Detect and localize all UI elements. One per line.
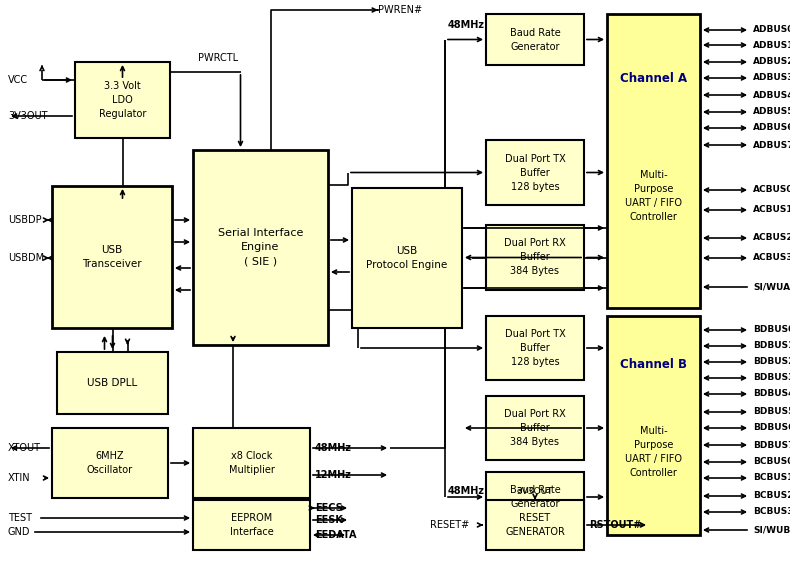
Text: ADBUS6: ADBUS6 <box>753 124 790 133</box>
Bar <box>486 225 584 290</box>
Text: XTOUT: XTOUT <box>8 443 41 453</box>
Text: BDBUS2: BDBUS2 <box>753 358 790 367</box>
Text: 6MHZ
Oscillator: 6MHZ Oscillator <box>87 451 133 475</box>
Text: PWREN#: PWREN# <box>378 5 422 15</box>
Bar <box>486 472 584 522</box>
Text: USB
Protocol Engine: USB Protocol Engine <box>367 246 448 270</box>
Text: EECS: EECS <box>315 503 343 513</box>
Bar <box>486 316 584 380</box>
Text: Multi-
Purpose
UART / FIFO
Controller: Multi- Purpose UART / FIFO Controller <box>625 426 682 478</box>
Bar <box>57 352 168 414</box>
Text: Channel B: Channel B <box>620 358 687 371</box>
Bar <box>352 188 462 328</box>
Bar <box>486 140 584 205</box>
Text: Serial Interface
Engine
( SIE ): Serial Interface Engine ( SIE ) <box>218 228 303 267</box>
Text: ACBUS0: ACBUS0 <box>753 185 790 194</box>
Text: SI/WUB: SI/WUB <box>753 526 790 534</box>
Text: Baud Rate
Generator: Baud Rate Generator <box>510 27 560 51</box>
Text: ADBUS0: ADBUS0 <box>753 26 790 34</box>
Text: Dual Port RX
Buffer
384 Bytes: Dual Port RX Buffer 384 Bytes <box>504 409 566 447</box>
Text: EESK: EESK <box>315 515 343 525</box>
Bar <box>486 14 584 65</box>
Text: BCBUS3: BCBUS3 <box>753 507 790 517</box>
Text: 48MHz: 48MHz <box>315 443 352 453</box>
Text: ADBUS2: ADBUS2 <box>753 58 790 66</box>
Text: EEDATA: EEDATA <box>315 530 356 540</box>
Text: 3.3 Volt
LDO
Regulator: 3.3 Volt LDO Regulator <box>99 81 146 119</box>
Bar <box>607 14 700 308</box>
Bar <box>486 396 584 460</box>
Text: 3V3OUT: 3V3OUT <box>8 111 47 121</box>
Bar <box>193 500 310 550</box>
Text: 48MHz: 48MHz <box>448 19 485 30</box>
Text: BDBUS6: BDBUS6 <box>753 423 790 432</box>
Bar <box>52 186 172 328</box>
Text: PWRCTL: PWRCTL <box>198 53 238 63</box>
Bar <box>193 428 310 498</box>
Text: USB DPLL: USB DPLL <box>88 378 137 388</box>
Text: 12MHz: 12MHz <box>315 470 352 480</box>
Text: ADBUS7: ADBUS7 <box>753 141 790 149</box>
Text: RESET#: RESET# <box>430 520 469 530</box>
Bar <box>607 316 700 535</box>
Text: BDBUS1: BDBUS1 <box>753 341 790 351</box>
Bar <box>52 428 168 498</box>
Text: RSTOUT#: RSTOUT# <box>589 520 641 530</box>
Text: ADBUS4: ADBUS4 <box>753 90 790 100</box>
Bar <box>193 150 328 345</box>
Bar <box>486 500 584 550</box>
Text: ACBUS2: ACBUS2 <box>753 233 790 243</box>
Text: Multi-
Purpose
UART / FIFO
Controller: Multi- Purpose UART / FIFO Controller <box>625 170 682 223</box>
Text: BCBUS1: BCBUS1 <box>753 474 790 483</box>
Text: Channel A: Channel A <box>620 72 687 85</box>
Text: BCBUS0: BCBUS0 <box>753 458 790 467</box>
Text: USBDM: USBDM <box>8 253 44 263</box>
Text: USBDP: USBDP <box>8 215 42 225</box>
Text: Dual Port TX
Buffer
128 bytes: Dual Port TX Buffer 128 bytes <box>505 153 566 192</box>
Text: BDBUS3: BDBUS3 <box>753 374 790 383</box>
Text: ADBUS1: ADBUS1 <box>753 41 790 50</box>
Text: 48MHz: 48MHz <box>448 486 485 496</box>
Text: XTIN: XTIN <box>8 473 31 483</box>
Text: ADBUS3: ADBUS3 <box>753 73 790 82</box>
Text: BCBUS2: BCBUS2 <box>753 491 790 500</box>
Text: BDBUS7: BDBUS7 <box>753 440 790 450</box>
Text: EEPROM
Interface: EEPROM Interface <box>230 513 273 537</box>
Text: GND: GND <box>8 527 31 537</box>
Text: USB
Transceiver: USB Transceiver <box>82 245 142 269</box>
Text: SI/WUA: SI/WUA <box>753 283 790 292</box>
Text: Dual Port RX
Buffer
384 Bytes: Dual Port RX Buffer 384 Bytes <box>504 239 566 276</box>
Text: ADBUS5: ADBUS5 <box>753 108 790 117</box>
Text: BDBUS4: BDBUS4 <box>753 390 790 399</box>
Text: VCC: VCC <box>8 75 28 85</box>
Text: ACBUS3: ACBUS3 <box>753 253 790 263</box>
Text: RESET
GENERATOR: RESET GENERATOR <box>505 513 565 537</box>
Text: ACBUS1: ACBUS1 <box>753 205 790 214</box>
Text: Dual Port TX
Buffer
128 bytes: Dual Port TX Buffer 128 bytes <box>505 329 566 367</box>
Text: Baud Rate
Generator: Baud Rate Generator <box>510 485 560 509</box>
Text: BDBUS5: BDBUS5 <box>753 407 790 416</box>
Bar <box>75 62 170 138</box>
Text: TEST: TEST <box>8 513 32 523</box>
Text: x8 Clock
Multiplier: x8 Clock Multiplier <box>228 451 274 475</box>
Text: BDBUS0: BDBUS0 <box>753 325 790 335</box>
Text: 3V3OUT: 3V3OUT <box>517 487 553 496</box>
